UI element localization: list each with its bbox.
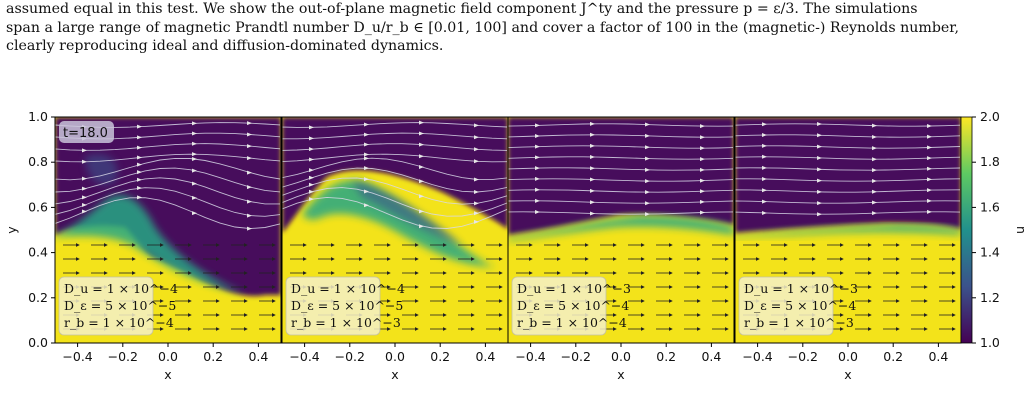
- colorbar: 1.0 1.2 1.4 1.6 1.8 2.0 n: [960, 109, 1029, 350]
- x-tick-label: 0.0: [385, 349, 405, 364]
- param-rb: r_b = 1 × 10^−3: [744, 315, 854, 330]
- light-fluid-region: [282, 117, 508, 233]
- simulation-panel-1: D_u = 1 × 10^−4 D_ε = 5 × 10^−5 r_b = 1 × …: [54, 116, 282, 344]
- mixing-layer: [302, 180, 497, 267]
- colorbar-tick-label: 1.8: [980, 154, 1000, 169]
- y-tick-label: 0.6: [28, 199, 48, 214]
- param-de: D_ε = 5 × 10^−5: [291, 298, 403, 313]
- time-text: t=18.0: [63, 126, 108, 141]
- x-tick-label: 0.4: [701, 349, 721, 364]
- param-du: D_u = 1 × 10^−4: [64, 281, 178, 296]
- x-tick-label: −0.4: [515, 349, 545, 364]
- time-label: t=18.0: [59, 121, 114, 143]
- y-tick-label: 1.0: [28, 109, 48, 124]
- streamlines: [508, 121, 734, 217]
- parameter-box: D_u = 1 × 10^−4 D_ε = 5 × 10^−5 r_b = 1 × …: [285, 276, 405, 336]
- x-axis-1: −0.4 −0.2 0.0 0.2 0.4 x: [62, 343, 268, 382]
- x-tick-label: 0.2: [883, 349, 903, 364]
- colorbar-tick-label: 1.6: [980, 199, 1000, 214]
- colorbar-tick-label: 1.4: [980, 245, 1000, 260]
- y-axis: 0.0 0.2 0.4 0.6 0.8 1.0: [28, 109, 55, 350]
- paper-caption-text: assumed equal in this test. We show the …: [6, 0, 1024, 56]
- param-rb: r_b = 1 × 10^−3: [291, 315, 401, 330]
- x-tick-label: 0.4: [248, 349, 268, 364]
- mixing-layer: [508, 215, 734, 241]
- param-de: D_ε = 5 × 10^−4: [744, 298, 856, 313]
- x-tick-label: −0.2: [335, 349, 365, 364]
- x-axis-label: x: [391, 367, 398, 382]
- param-du: D_u = 1 × 10^−4: [291, 281, 405, 296]
- x-axis-4: −0.4 −0.2 0.0 0.2 0.4 x: [742, 343, 948, 382]
- x-tick-label: −0.2: [788, 349, 818, 364]
- streamlines: [282, 120, 508, 229]
- colorbar-label: n: [1014, 226, 1029, 234]
- simulation-panel-4: D_u = 1 × 10^−3 D_ε = 5 × 10^−4 r_b = 1 × …: [734, 116, 962, 344]
- streamlines: [55, 121, 281, 231]
- colorbar-tick-label: 2.0: [980, 109, 1000, 124]
- param-rb: r_b = 1 × 10^−4: [517, 315, 627, 330]
- x-tick-label: −0.2: [561, 349, 591, 364]
- y-axis-label: y: [4, 226, 19, 234]
- parameter-box: D_u = 1 × 10^−4 D_ε = 5 × 10^−5 r_b = 1 × …: [58, 276, 178, 336]
- x-tick-label: −0.4: [742, 349, 772, 364]
- x-tick-label: 0.0: [158, 349, 178, 364]
- x-tick-label: 0.2: [656, 349, 676, 364]
- x-tick-label: 0.0: [611, 349, 631, 364]
- x-tick-label: −0.2: [108, 349, 138, 364]
- x-tick-label: 0.4: [475, 349, 495, 364]
- caption-line-1: assumed equal in this test. We show the …: [6, 1, 918, 17]
- colorbar-tick-label: 1.2: [980, 290, 1000, 305]
- x-axis-label: x: [164, 367, 171, 382]
- param-de: D_ε = 5 × 10^−5: [64, 298, 176, 313]
- vortex-core: [352, 181, 462, 245]
- x-axis-2: −0.4 −0.2 0.0 0.2 0.4 x: [289, 343, 495, 382]
- parameter-box: D_u = 1 × 10^−3 D_ε = 5 × 10^−4 r_b = 1 × …: [511, 276, 631, 336]
- caption-line-3: clearly reproducing ideal and diffusion-…: [6, 38, 444, 55]
- param-du: D_u = 1 × 10^−3: [744, 281, 858, 296]
- simulation-panel-2: D_u = 1 × 10^−4 D_ε = 5 × 10^−5 r_b = 1 × …: [281, 116, 509, 344]
- param-rb: r_b = 1 × 10^−4: [64, 315, 174, 330]
- y-tick-label: 0.4: [28, 245, 48, 260]
- parameter-box: D_u = 1 × 10^−3 D_ε = 5 × 10^−4 r_b = 1 × …: [738, 276, 858, 336]
- caption-line-2: span a large range of magnetic Prandtl n…: [6, 19, 960, 36]
- x-axis-3: −0.4 −0.2 0.0 0.2 0.4 x: [515, 343, 721, 382]
- light-fluid-region: [508, 117, 734, 235]
- colorbar-tick-label: 1.0: [980, 335, 1000, 350]
- param-de: D_ε = 5 × 10^−4: [517, 298, 629, 313]
- mixing-layer: [55, 195, 245, 293]
- x-tick-label: 0.0: [838, 349, 858, 364]
- y-tick-label: 0.8: [28, 154, 48, 169]
- y-tick-label: 0.2: [28, 290, 48, 305]
- x-tick-label: 0.2: [203, 349, 223, 364]
- x-tick-label: 0.4: [928, 349, 948, 364]
- param-du: D_u = 1 × 10^−3: [517, 281, 631, 296]
- x-tick-label: 0.2: [430, 349, 450, 364]
- x-axis-label: x: [617, 367, 624, 382]
- x-tick-label: −0.4: [62, 349, 92, 364]
- light-fluid-region: [735, 117, 961, 233]
- mixing-layer: [735, 225, 961, 238]
- y-tick-label: 0.0: [28, 335, 48, 350]
- simulation-panel-3: D_u = 1 × 10^−3 D_ε = 5 × 10^−4 r_b = 1 × …: [507, 116, 735, 344]
- streamlines: [735, 122, 961, 217]
- colorbar-gradient: [960, 116, 973, 344]
- x-tick-label: −0.4: [289, 349, 319, 364]
- x-axis-label: x: [844, 367, 851, 382]
